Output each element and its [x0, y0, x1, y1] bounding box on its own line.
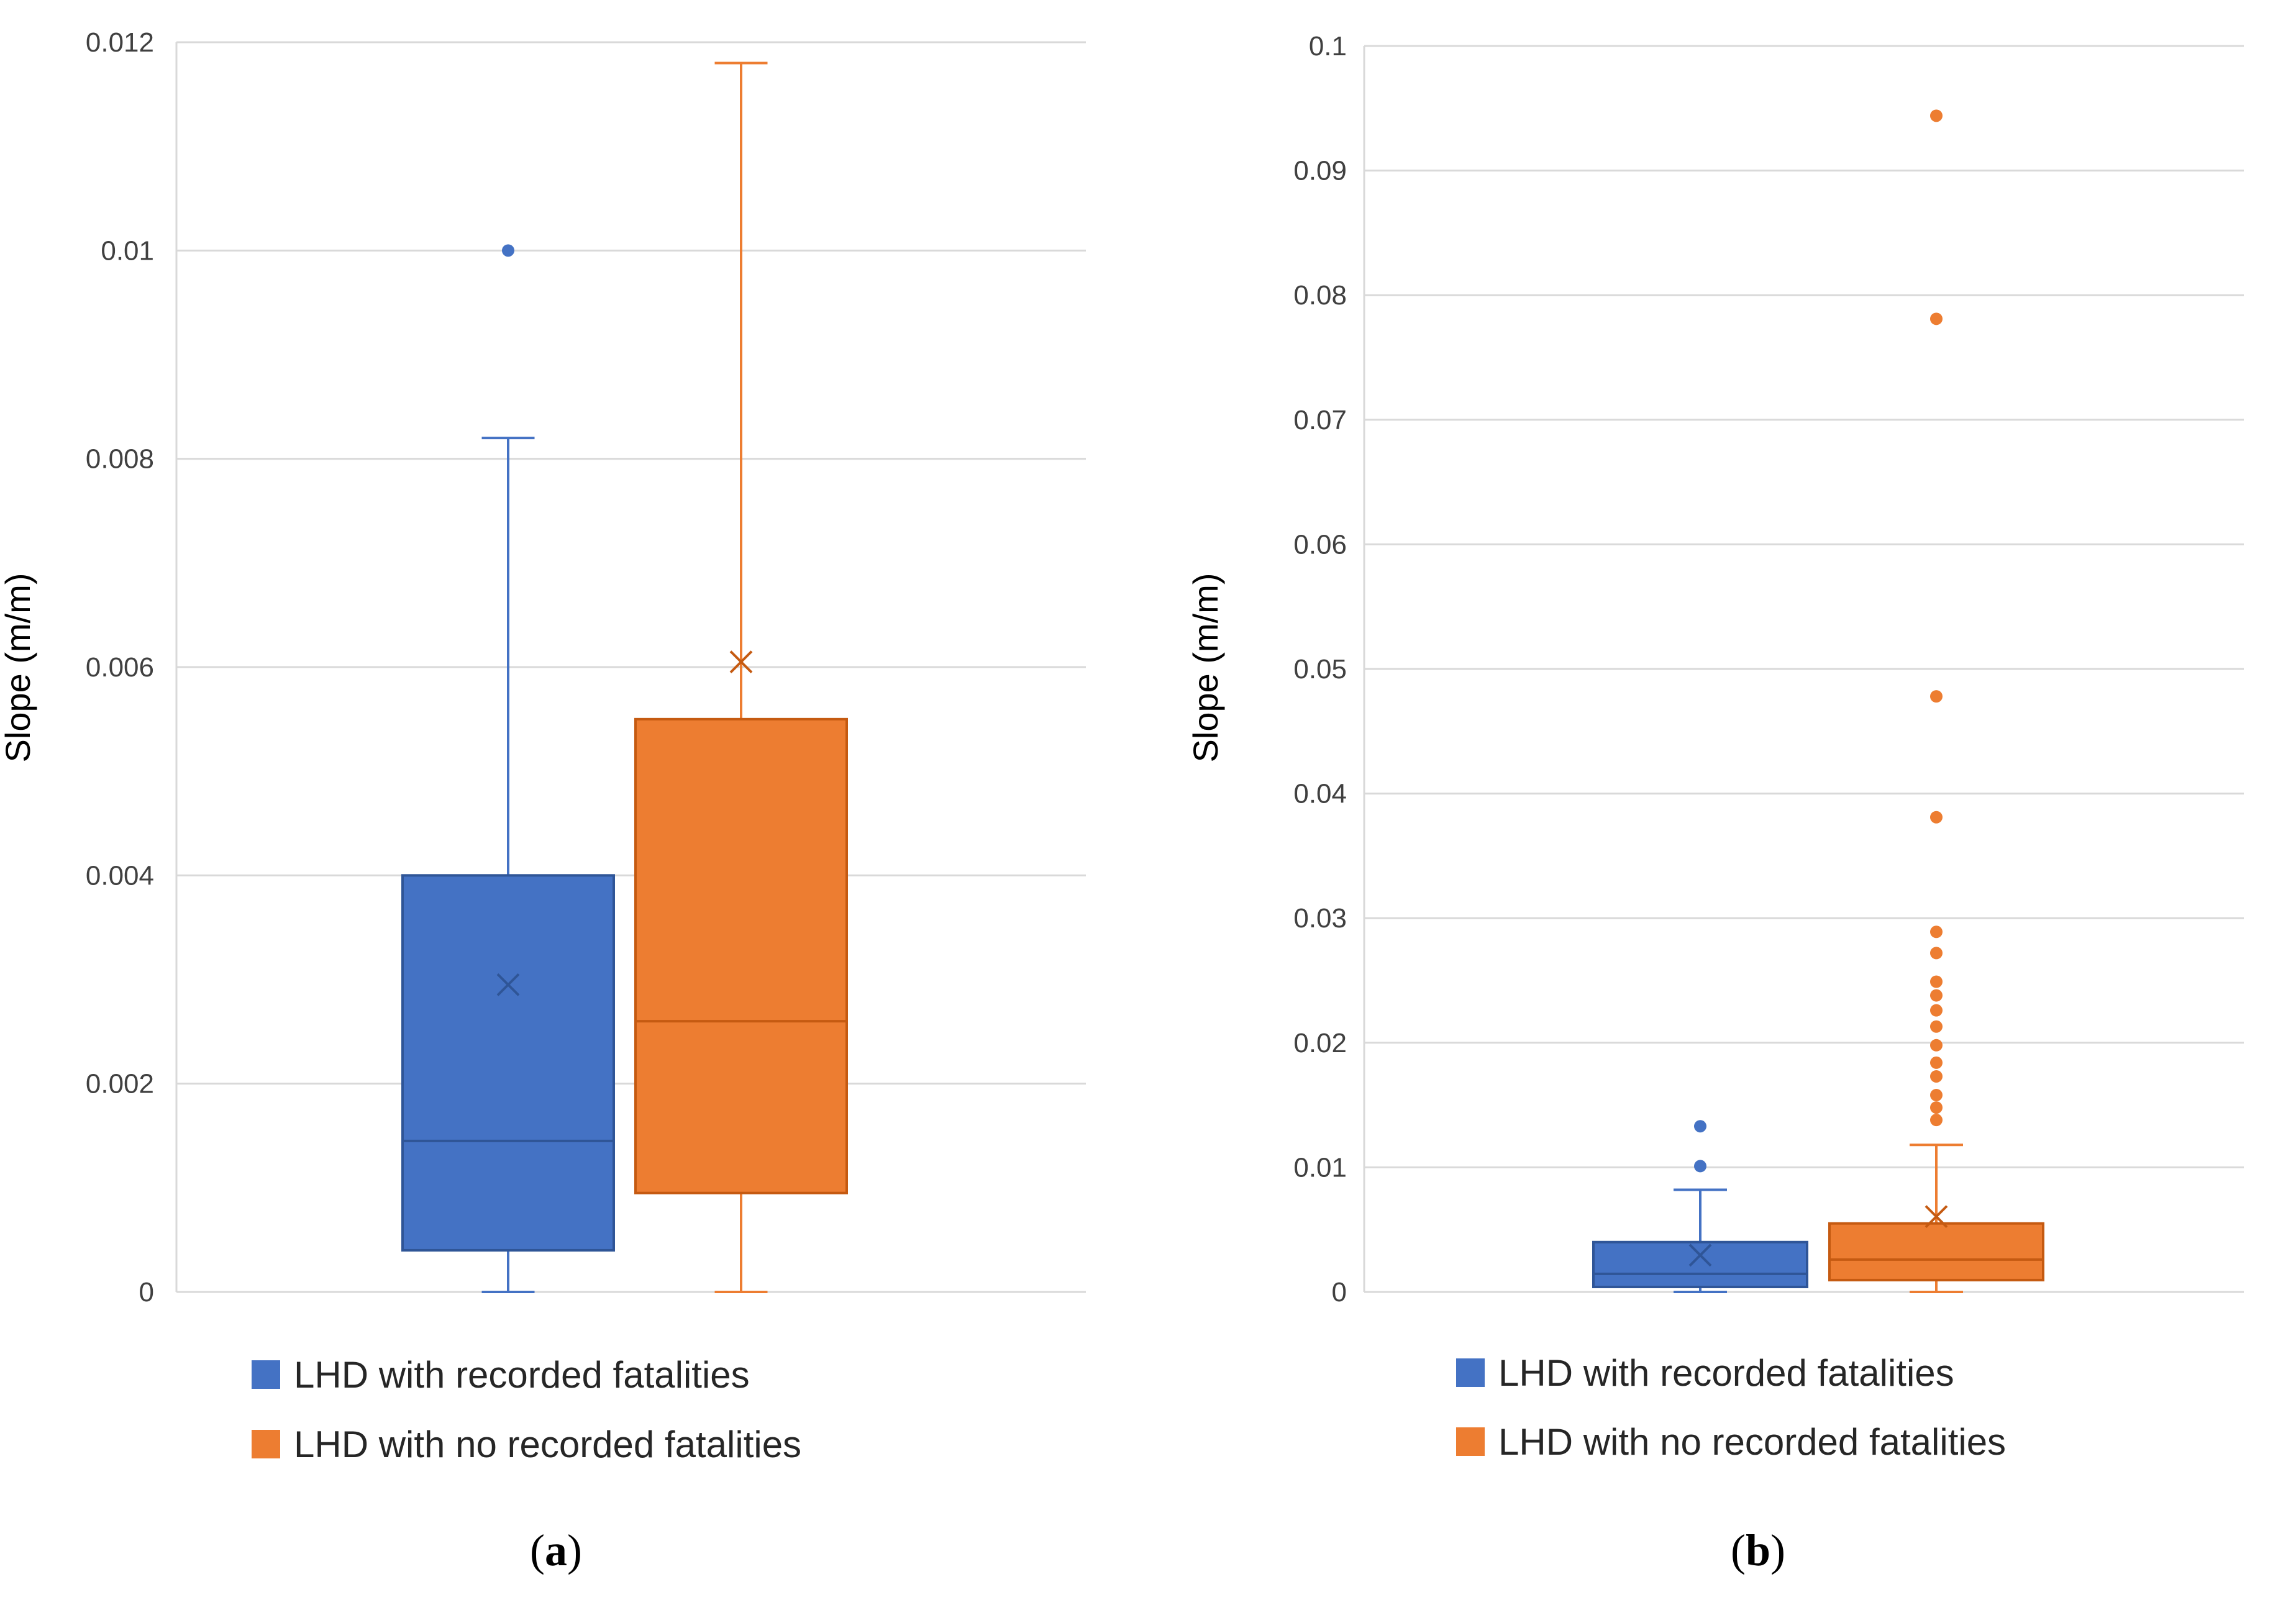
outlier-point — [1930, 312, 1943, 325]
panel-caption-a-letter: a — [545, 1525, 567, 1575]
outlier-point — [1930, 811, 1943, 824]
y-tick-label: 0.01 — [1293, 1152, 1347, 1183]
mean-marker — [496, 973, 520, 996]
y-tick-label: 0.09 — [1293, 156, 1347, 186]
y-axis-label: Slope (m/m) — [1186, 573, 1225, 763]
outlier-point — [1930, 1070, 1943, 1083]
box-series-1 — [634, 61, 848, 1293]
y-tick-label: 0.008 — [86, 444, 154, 475]
y-tick-label: 0 — [139, 1277, 154, 1307]
y-tick-label: 0.002 — [86, 1069, 154, 1099]
outlier-point — [1930, 1004, 1943, 1017]
mean-marker — [1688, 1244, 1712, 1267]
outlier-point — [1930, 1101, 1943, 1114]
box-series-0 — [401, 244, 615, 1293]
box-series-0 — [1592, 1120, 1808, 1293]
y-tick-label: 0.08 — [1293, 280, 1347, 311]
y-tick-label: 0.1 — [1309, 31, 1347, 61]
box-body — [1592, 1240, 1808, 1288]
outlier-point — [1930, 989, 1943, 1002]
outlier-point — [1930, 109, 1943, 122]
y-tick-label: 0.02 — [1293, 1028, 1347, 1058]
outlier-point — [1694, 1160, 1706, 1173]
outlier-point — [1930, 1114, 1943, 1127]
outlier-point — [1930, 925, 1943, 939]
y-tick-label: 0.05 — [1293, 654, 1347, 684]
y-tick-label: 0.004 — [86, 860, 154, 891]
chart-svg-b: 0 0.01 0.02 0.03 0.04 0.05 0.06 0.07 0.08 0.09 0.1… — [1186, 31, 2244, 1463]
legend-swatch — [252, 1360, 280, 1389]
chart-panel-b: 0 0.01 0.02 0.03 0.04 0.05 0.06 0.07 0.08 0.09 0.1… — [1148, 0, 2296, 1602]
chart-panel-a: 0 0.002 0.004 0.006 0.008 0.01 0.012 Slope (m/m… — [0, 0, 1148, 1602]
outlier-point — [1930, 975, 1943, 988]
y-tick-label: 0 — [1332, 1277, 1347, 1307]
outlier-point — [1930, 947, 1943, 960]
outlier-point — [1930, 1089, 1943, 1102]
y-tick-label: 0.01 — [101, 235, 154, 266]
panel-caption-b: (b) — [1730, 1525, 1785, 1575]
outlier-point — [1930, 690, 1943, 703]
y-tick-label: 0.07 — [1293, 405, 1347, 435]
y-tick-label: 0.03 — [1293, 903, 1347, 934]
y-tick-label: 0.012 — [86, 27, 154, 58]
panel-caption-a: (a) — [530, 1525, 582, 1575]
legend-label: LHD with no recorded fatalities — [1498, 1421, 2006, 1463]
outlier-point — [1930, 1056, 1943, 1069]
legend-swatch — [1456, 1358, 1485, 1387]
outlier-point — [1694, 1120, 1706, 1133]
y-tick-label: 0.006 — [86, 652, 154, 683]
box-body — [634, 717, 848, 1194]
box-series-1 — [1828, 109, 2044, 1293]
chart-svg-a: 0 0.002 0.004 0.006 0.008 0.01 0.012 Slope (m/m… — [0, 27, 1086, 1465]
outlier-point — [502, 244, 514, 257]
y-tick-label: 0.04 — [1293, 779, 1347, 809]
mean-marker — [1925, 1205, 1948, 1229]
mean-marker — [729, 650, 753, 674]
box-body — [1828, 1222, 2044, 1281]
legend-label: LHD with no recorded fatalities — [294, 1424, 801, 1465]
legend-label: LHD with recorded fatalities — [294, 1354, 750, 1396]
y-tick-label: 0.06 — [1293, 529, 1347, 560]
y-axis-label: Slope (m/m) — [0, 573, 37, 763]
legend-label: LHD with recorded fatalities — [1498, 1352, 1954, 1394]
legend-swatch — [1456, 1427, 1485, 1456]
outlier-point — [1930, 1020, 1943, 1033]
box-body — [401, 874, 615, 1252]
panel-caption-b-letter: b — [1745, 1525, 1771, 1575]
outlier-point — [1930, 1039, 1943, 1052]
legend-swatch — [252, 1430, 280, 1458]
